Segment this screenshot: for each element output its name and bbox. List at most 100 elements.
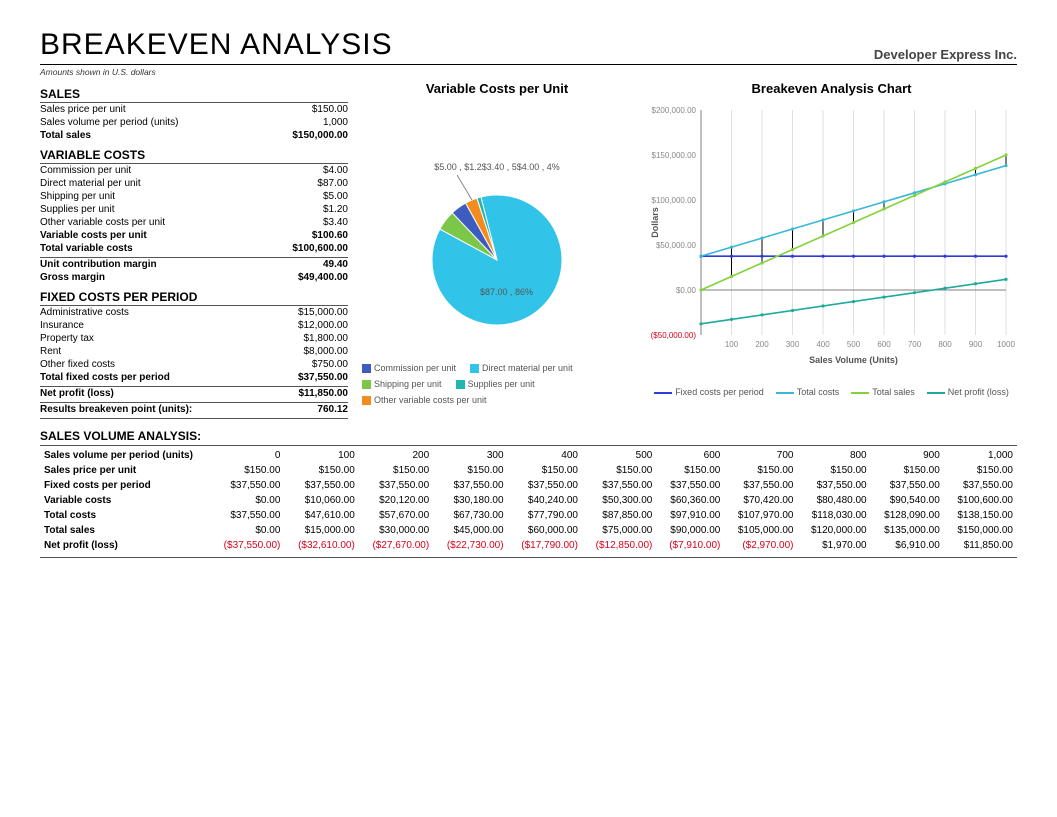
cell: ($2,970.00) xyxy=(724,538,797,553)
cell: $150.00 xyxy=(656,463,724,478)
svg-text:100: 100 xyxy=(725,340,739,349)
cell: $135,000.00 xyxy=(871,523,944,538)
cell: $37,550.00 xyxy=(582,478,656,493)
cell: $37,550.00 xyxy=(359,478,433,493)
line-legend: Fixed costs per periodTotal costsTotal s… xyxy=(646,387,1017,397)
cell: $37,550.00 xyxy=(871,478,944,493)
var-subtotal2: Total variable costs $100,600.00 xyxy=(40,242,348,255)
row-label: Insurance xyxy=(40,320,258,331)
row-label: Property tax xyxy=(40,333,258,344)
currency-note: Amounts shown in U.S. dollars xyxy=(40,67,1017,77)
cell: $37,550.00 xyxy=(944,478,1017,493)
row-label: Unit contribution margin xyxy=(40,259,258,270)
pie-legend: Commission per unitDirect material per u… xyxy=(362,363,632,405)
line-panel: Breakeven Analysis Chart 100200300400500… xyxy=(646,81,1017,419)
fixed-title: FIXED COSTS PER PERIOD xyxy=(40,290,348,306)
pie-chart: $5.00 , $1.2$3.40 , 5$4.00 , 4%$87.00 , … xyxy=(362,100,632,350)
row-label: Total sales xyxy=(40,523,210,538)
cell: $150.00 xyxy=(359,463,433,478)
fixed-total: Total fixed costs per period $37,550.00 xyxy=(40,371,348,384)
cell: $30,180.00 xyxy=(433,493,507,508)
row-label: Administrative costs xyxy=(40,307,258,318)
data-row: Other fixed costs$750.00 xyxy=(40,358,348,371)
row-value: $4.00 xyxy=(258,165,348,176)
cell: $87,850.00 xyxy=(582,508,656,523)
data-row: Supplies per unit$1.20 xyxy=(40,203,348,216)
cell: $0.00 xyxy=(210,493,284,508)
legend-item: Shipping per unit xyxy=(362,379,442,389)
table-row: Variable costs$0.00$10,060.00$20,120.00$… xyxy=(40,493,1017,508)
sales-total: Total sales $150,000.00 xyxy=(40,129,348,142)
row-label: Other fixed costs xyxy=(40,359,258,370)
row-label: Other variable costs per unit xyxy=(40,217,258,228)
cell: $37,550.00 xyxy=(724,478,797,493)
cell: 300 xyxy=(433,448,507,463)
cell: $15,000.00 xyxy=(284,523,358,538)
row-value: $15,000.00 xyxy=(258,307,348,318)
row-value: $49,400.00 xyxy=(258,272,348,283)
unit-contrib: Unit contribution margin 49.40 xyxy=(40,258,348,271)
cell: $37,550.00 xyxy=(284,478,358,493)
row-label: Variable costs xyxy=(40,493,210,508)
cell: $11,850.00 xyxy=(944,538,1017,553)
company-name: Developer Express Inc. xyxy=(874,47,1017,62)
data-row: Rent$8,000.00 xyxy=(40,345,348,358)
cell: $138,150.00 xyxy=(944,508,1017,523)
row-value: $8,000.00 xyxy=(258,346,348,357)
analysis-title: SALES VOLUME ANALYSIS: xyxy=(40,429,1017,446)
row-label: Total fixed costs per period xyxy=(40,372,258,383)
cell: 800 xyxy=(797,448,870,463)
row-value: $1,800.00 xyxy=(258,333,348,344)
cell: $150.00 xyxy=(724,463,797,478)
cell: $105,000.00 xyxy=(724,523,797,538)
legend-item: Direct material per unit xyxy=(470,363,573,373)
row-label: Supplies per unit xyxy=(40,204,258,215)
svg-text:$0.00: $0.00 xyxy=(676,286,697,295)
cell: $60,360.00 xyxy=(656,493,724,508)
legend-item: Supplies per unit xyxy=(456,379,535,389)
cell: ($32,610.00) xyxy=(284,538,358,553)
breakeven-chart: 1002003004005006007008009001000($50,000.… xyxy=(646,100,1016,380)
cell: ($12,850.00) xyxy=(582,538,656,553)
cell: $40,240.00 xyxy=(508,493,582,508)
data-row: Sales price per unit$150.00 xyxy=(40,103,348,116)
row-label: Commission per unit xyxy=(40,165,258,176)
cell: $150.00 xyxy=(582,463,656,478)
row-value: 49.40 xyxy=(258,259,348,270)
header: BREAKEVEN ANALYSIS Developer Express Inc… xyxy=(40,28,1017,65)
cell: $97,910.00 xyxy=(656,508,724,523)
data-row: Administrative costs$15,000.00 xyxy=(40,306,348,319)
cell: $50,300.00 xyxy=(582,493,656,508)
svg-text:600: 600 xyxy=(877,340,891,349)
cell: $37,550.00 xyxy=(210,478,284,493)
cell: $150.00 xyxy=(871,463,944,478)
row-label: Sales volume per period (units) xyxy=(40,117,258,128)
net-profit: Net profit (loss) $11,850.00 xyxy=(40,387,348,400)
cell: $100,600.00 xyxy=(944,493,1017,508)
data-row: Insurance$12,000.00 xyxy=(40,319,348,332)
cell: $128,090.00 xyxy=(871,508,944,523)
data-row: Property tax$1,800.00 xyxy=(40,332,348,345)
table-row: Total sales$0.00$15,000.00$30,000.00$45,… xyxy=(40,523,1017,538)
cell: $107,970.00 xyxy=(724,508,797,523)
legend-item: Other variable costs per unit xyxy=(362,395,487,405)
svg-text:300: 300 xyxy=(786,340,800,349)
row-label: Shipping per unit xyxy=(40,191,258,202)
cell: $120,000.00 xyxy=(797,523,870,538)
cell: $67,730.00 xyxy=(433,508,507,523)
legend-item: Total sales xyxy=(851,387,915,397)
cell: $60,000.00 xyxy=(508,523,582,538)
data-row: Commission per unit$4.00 xyxy=(40,164,348,177)
row-value: $100,600.00 xyxy=(258,243,348,254)
cell: $150.00 xyxy=(284,463,358,478)
legend-item: Net profit (loss) xyxy=(927,387,1009,397)
variable-title: VARIABLE COSTS xyxy=(40,148,348,164)
table-row: Sales volume per period (units)010020030… xyxy=(40,448,1017,463)
page-title: BREAKEVEN ANALYSIS xyxy=(40,28,393,62)
row-value: $12,000.00 xyxy=(258,320,348,331)
svg-text:Dollars: Dollars xyxy=(650,207,660,238)
row-label: Total sales xyxy=(40,130,258,141)
row-label: Variable costs per unit xyxy=(40,230,258,241)
row-label: Total costs xyxy=(40,508,210,523)
row-value: $5.00 xyxy=(258,191,348,202)
